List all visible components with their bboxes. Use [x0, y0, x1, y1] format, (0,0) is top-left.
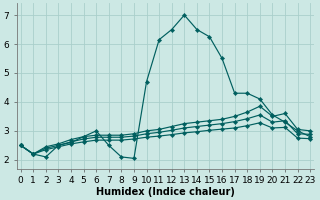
X-axis label: Humidex (Indice chaleur): Humidex (Indice chaleur): [96, 187, 235, 197]
